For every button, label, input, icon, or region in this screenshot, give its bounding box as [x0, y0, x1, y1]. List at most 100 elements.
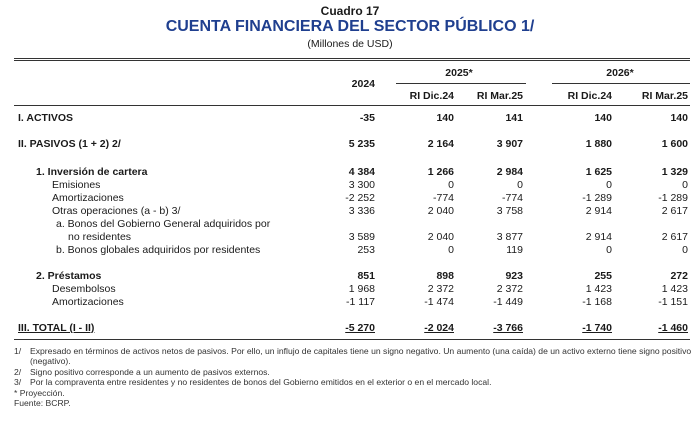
cell-2026-dic: 1 423 [585, 283, 612, 295]
cuadro-number: Cuadro 17 [320, 4, 380, 18]
cell-2026-dic: 1 880 [585, 138, 612, 150]
cell-2025-mar: 2 984 [496, 166, 523, 178]
cell-2025-mar: 141 [505, 112, 523, 124]
table-row: no residentes 3 589 2 040 3 877 2 914 2 … [0, 231, 700, 243]
cell-2025-dic: 0 [448, 179, 454, 191]
cell-2026-dic: 140 [594, 112, 612, 124]
row-label: Amortizaciones [52, 192, 124, 204]
row-label: III. TOTAL (I - II) [18, 322, 95, 334]
cell-2026-mar: 272 [670, 270, 688, 282]
rule-2025 [396, 83, 526, 84]
cell-2025-dic: 1 266 [427, 166, 454, 178]
header-2025: 2025* [445, 67, 473, 79]
cell-2025-mar: 3 758 [496, 205, 523, 217]
footnote: 3/ Por la compraventa entre residentes y… [14, 377, 694, 387]
cell-2026-dic: 2 914 [585, 231, 612, 243]
cell-2026-dic: 255 [594, 270, 612, 282]
row-label: Emisiones [52, 179, 101, 191]
table-title: CUENTA FINANCIERA DEL SECTOR PÚBLICO 1/ [165, 18, 535, 35]
footnote-mark: 2/ [14, 366, 22, 377]
rule-2026 [552, 83, 690, 84]
footnote-text: Expresado en términos de activos netos d… [30, 346, 692, 367]
cell-2025-mar: 2 372 [496, 283, 523, 295]
cell-2025-dic: 2 040 [427, 231, 454, 243]
cell-2025-mar: 923 [505, 270, 523, 282]
table-row: a. Bonos del Gobierno General adquiridos… [0, 218, 700, 230]
row-label: Amortizaciones [52, 296, 124, 308]
top-rule-double [14, 60, 690, 61]
row-label: no residentes [68, 231, 132, 243]
cell-2026-dic: -1 289 [582, 192, 612, 204]
table-row: Desembolsos 1 968 2 372 2 372 1 423 1 42… [0, 283, 700, 295]
footnote-mark: 3/ [14, 377, 22, 388]
cell-2024: 3 336 [348, 205, 375, 217]
cell-2026-dic: 0 [606, 244, 612, 256]
cell-2025-dic: 2 040 [427, 205, 454, 217]
row-label: b. Bonos globales adquiridos por residen… [56, 244, 261, 256]
cell-2026-mar: 2 617 [661, 205, 688, 217]
row-label: II. PASIVOS (1 + 2) 2/ [18, 138, 121, 150]
table-row: b. Bonos globales adquiridos por residen… [0, 244, 700, 256]
cell-2026-mar: -1 151 [658, 296, 688, 308]
row-label: I. ACTIVOS [18, 112, 74, 124]
cell-2026-mar: 0 [682, 244, 688, 256]
cell-2025-mar: 3 877 [496, 231, 523, 243]
cell-2026-mar: 0 [682, 179, 688, 191]
row-label: Otras operaciones (a - b) 3/ [52, 205, 181, 217]
cell-2026-dic: 2 914 [585, 205, 612, 217]
cell-2025-mar: -1 449 [493, 296, 523, 308]
cell-2024: -1 117 [346, 296, 375, 308]
cell-2026-mar: 1 329 [661, 166, 688, 178]
cell-2025-mar: -774 [501, 192, 523, 204]
table-row: Amortizaciones -1 117 -1 474 -1 449 -1 1… [0, 296, 700, 308]
cell-2024: -5 270 [345, 322, 375, 334]
cell-2026-mar: 1 600 [661, 138, 688, 150]
cell-2024: 4 384 [348, 166, 375, 178]
header-2026: 2026* [606, 67, 634, 79]
cell-2024: 253 [357, 244, 375, 256]
table-row-total: III. TOTAL (I - II) -5 270 -2 024 -3 766… [0, 322, 700, 334]
table-row: Emisiones 3 300 0 0 0 0 [0, 179, 700, 191]
footnote-mark: 1/ [14, 346, 22, 356]
footnote-text: Signo positivo corresponde a un aumento … [30, 366, 270, 377]
header-col4: RI Dic.24 [567, 90, 612, 102]
cell-2025-dic: -2 024 [424, 322, 454, 334]
row-label: 2. Préstamos [36, 270, 102, 282]
table-row: 1. Inversión de cartera 4 384 1 266 2 98… [0, 166, 700, 178]
row-label: 1. Inversión de cartera [36, 166, 148, 178]
cell-2024: 3 589 [348, 231, 375, 243]
cell-2026-mar: 1 423 [661, 283, 688, 295]
row-label: Desembolsos [52, 283, 116, 295]
top-rule [14, 58, 690, 59]
projection-note: * Proyección. [14, 387, 65, 398]
footnotes: 1/ Expresado en términos de activos neto… [14, 346, 694, 408]
row-label: a. Bonos del Gobierno General adquiridos… [56, 218, 271, 230]
footnote-text: Por la compraventa entre residentes y no… [30, 377, 492, 388]
cell-2025-dic: -1 474 [424, 296, 454, 308]
cell-2025-mar: -3 766 [493, 322, 523, 334]
cell-2026-mar: 2 617 [661, 231, 688, 243]
cell-2024: 1 968 [348, 283, 375, 295]
footnote: 2/ Signo positivo corresponde a un aumen… [14, 367, 694, 377]
cell-2025-dic: -774 [432, 192, 454, 204]
header-col5: RI Mar.25 [641, 90, 688, 102]
cell-2026-dic: 1 625 [585, 166, 612, 178]
cell-2026-mar: -1 289 [658, 192, 688, 204]
cell-2024: -2 252 [345, 192, 375, 204]
bottom-rule [14, 339, 690, 340]
cell-2026-dic: -1 740 [582, 322, 612, 334]
footnote: 1/ Expresado en términos de activos neto… [14, 346, 694, 367]
header-rule [14, 105, 690, 106]
cell-2024: 5 235 [348, 138, 375, 150]
header-col3: RI Mar.25 [476, 90, 523, 102]
header-col2: RI Dic.24 [409, 90, 454, 102]
cell-2024: -35 [359, 112, 375, 124]
cell-2026-mar: -1 460 [658, 322, 688, 334]
units-caption: (Millones de USD) [307, 38, 393, 50]
table-row: Otras operaciones (a - b) 3/ 3 336 2 040… [0, 205, 700, 217]
cell-2025-mar: 119 [506, 244, 523, 256]
table-row: 2. Préstamos 851 898 923 255 272 [0, 270, 700, 282]
cell-2026-dic: -1 168 [582, 296, 612, 308]
cell-2026-mar: 140 [670, 112, 688, 124]
